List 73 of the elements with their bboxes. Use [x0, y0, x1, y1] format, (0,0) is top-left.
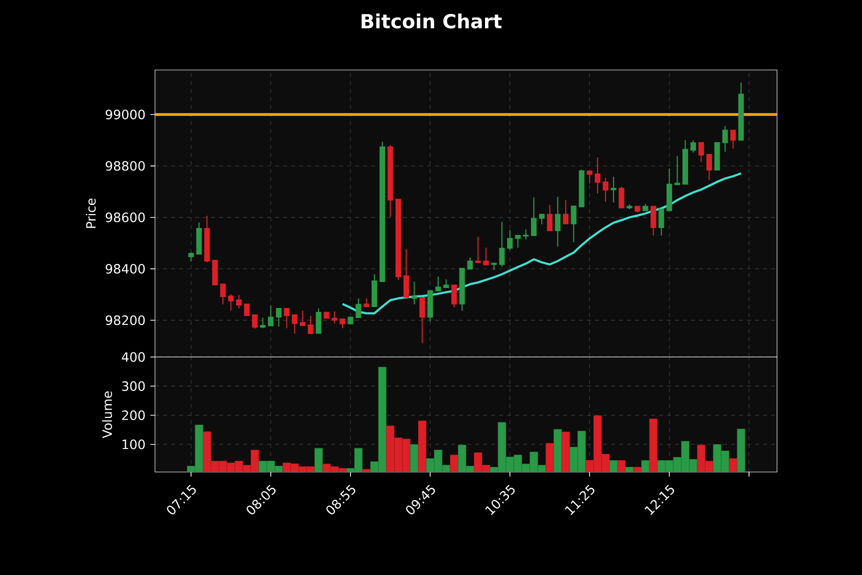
candlestick	[650, 206, 656, 236]
candlestick	[730, 130, 736, 149]
candlestick	[316, 308, 322, 334]
y-tick-label: 100	[122, 440, 145, 450]
bar	[554, 429, 562, 472]
candlestick	[538, 214, 545, 225]
candlestick	[467, 257, 473, 270]
candlestick	[507, 229, 513, 251]
y-tick-label: 400	[122, 352, 145, 362]
candlestick	[531, 196, 537, 236]
bar	[617, 460, 626, 472]
y-tick-label: 200	[122, 410, 145, 420]
candlestick	[690, 140, 696, 154]
candlestick	[483, 247, 489, 266]
candlestick	[586, 170, 592, 184]
y-tick-label: 98200	[106, 315, 145, 326]
candlestick	[602, 177, 608, 202]
candlestick	[236, 294, 242, 309]
candlestick	[554, 196, 561, 248]
y-axis-title: Volume	[102, 391, 112, 438]
y-tick-label: 300	[122, 381, 145, 391]
candlestick	[618, 186, 624, 208]
candlestick	[340, 318, 346, 329]
candlestick	[499, 221, 505, 268]
bar	[609, 460, 618, 472]
candlestick	[562, 200, 568, 224]
bar	[562, 432, 570, 472]
candlestick	[188, 252, 194, 262]
candlestick	[475, 236, 481, 264]
bar	[736, 428, 746, 472]
candlestick	[260, 317, 266, 329]
y-tick-label: 98600	[106, 212, 145, 222]
candlestick	[220, 283, 226, 305]
y-tick-label: 98400	[106, 264, 145, 274]
candlestick	[451, 284, 457, 308]
bar	[625, 466, 634, 472]
candlestick	[252, 314, 258, 330]
candlestick	[244, 304, 250, 316]
candlestick	[610, 176, 616, 203]
bar	[641, 460, 650, 472]
y-tick-label: 98800	[106, 161, 145, 171]
candlestick	[284, 308, 290, 329]
candlestick	[332, 310, 338, 324]
candlestick	[594, 156, 600, 194]
candlestick	[706, 154, 712, 181]
bar	[728, 458, 738, 472]
candlestick	[356, 298, 362, 318]
bar	[362, 468, 371, 472]
bar	[546, 443, 554, 472]
candlestick	[570, 206, 576, 243]
bar	[450, 454, 458, 472]
candlestick	[515, 234, 521, 248]
bar	[633, 466, 642, 472]
candlestick	[403, 248, 410, 298]
candlestick	[658, 208, 664, 236]
candlestick	[292, 314, 298, 334]
candlestick	[308, 315, 314, 334]
candlestick	[228, 294, 234, 312]
candlestick	[546, 204, 553, 232]
candlestick	[411, 281, 418, 305]
candlestick	[698, 142, 704, 162]
candlestick	[435, 276, 441, 292]
bar	[418, 420, 426, 472]
chart-title: Bitcoin Chart	[362, 14, 502, 28]
candlestick	[276, 308, 282, 328]
y-axis-title: Price	[86, 198, 96, 228]
candlestick	[268, 305, 274, 326]
candlestick	[300, 310, 306, 326]
candlestick	[523, 228, 529, 240]
candlestick	[722, 125, 728, 152]
y-tick-label: 99000	[106, 110, 145, 120]
candlestick	[419, 296, 426, 344]
bar	[649, 418, 658, 472]
